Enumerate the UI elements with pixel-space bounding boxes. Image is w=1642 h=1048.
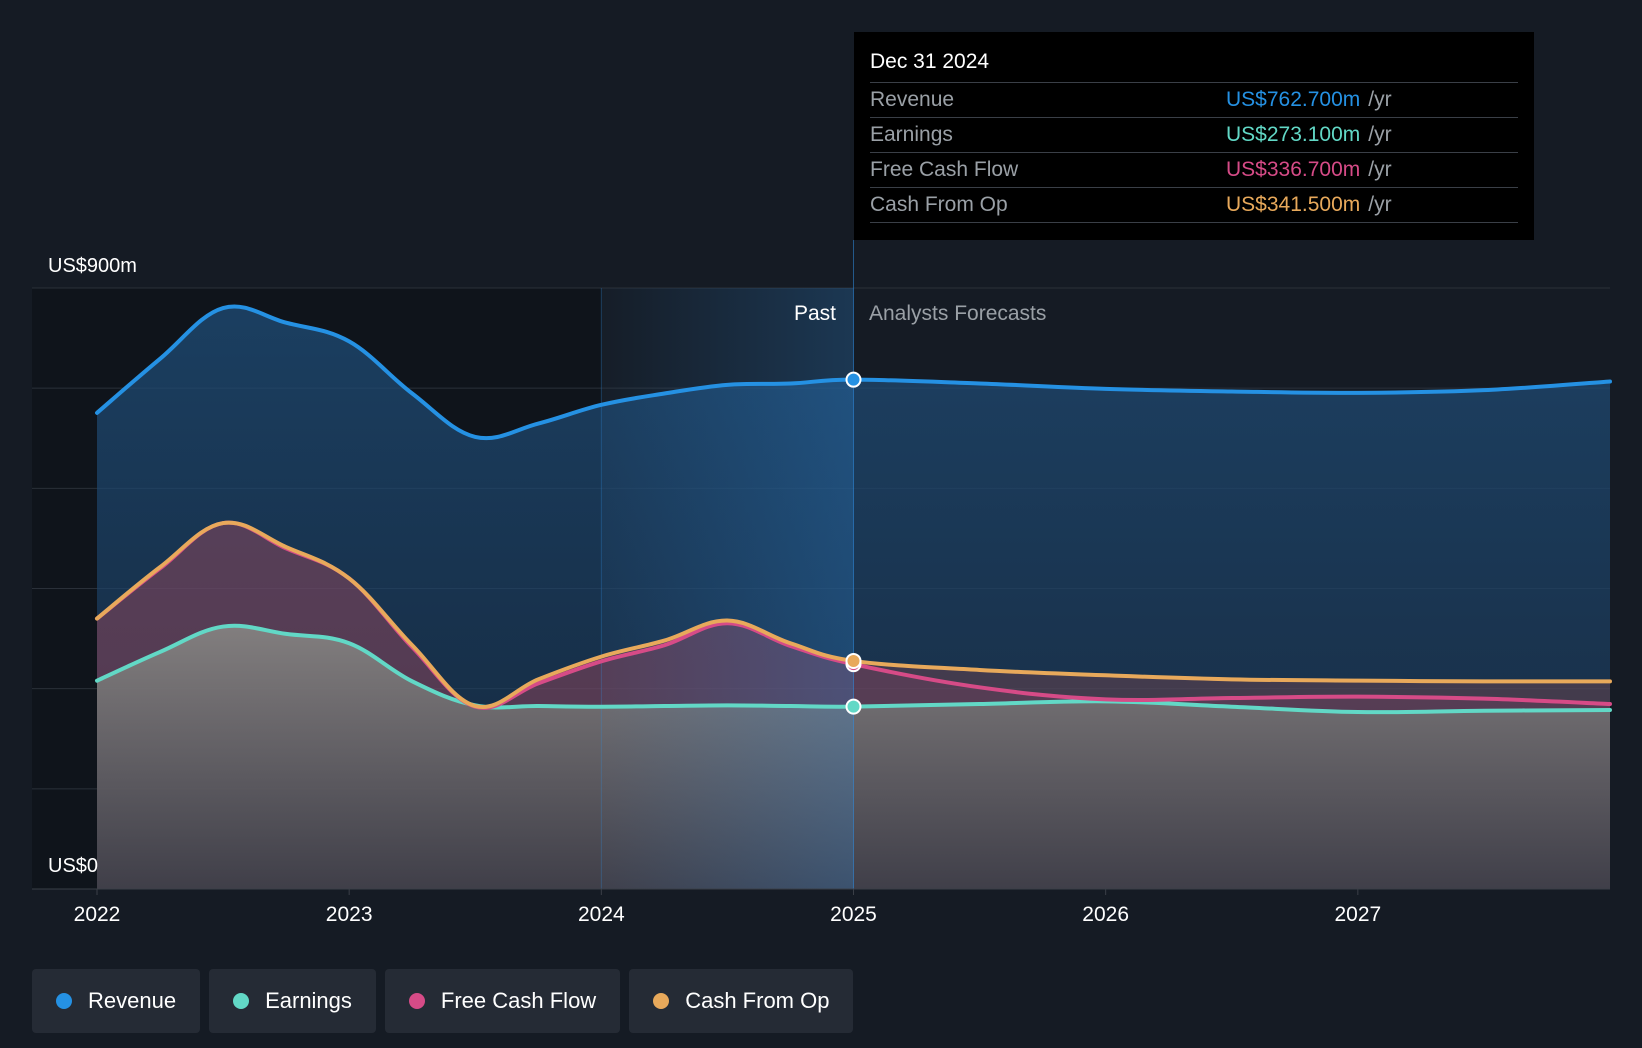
legend-label: Earnings <box>265 988 352 1013</box>
x-tick-label: 2026 <box>1082 903 1129 926</box>
tooltip-unit: /yr <box>1368 88 1392 111</box>
x-tick-label: 2022 <box>74 903 121 926</box>
marker-cash-from-op <box>845 652 862 669</box>
tooltip-row-earnings: Earnings US$273.100m /yr <box>870 118 1518 153</box>
x-axis-ticks: 2022 2023 2024 2025 2026 2027 <box>74 889 1381 926</box>
legend-label: Free Cash Flow <box>440 988 597 1013</box>
tooltip-unit: /yr <box>1368 158 1392 181</box>
tooltip-label: Cash From Op <box>870 193 1008 216</box>
line-revenue <box>95 304 1612 441</box>
x-tick-label: 2023 <box>326 903 373 926</box>
legend-item-earnings[interactable]: Earnings <box>209 969 376 1033</box>
tooltip-unit: /yr <box>1368 123 1392 146</box>
past-label: Past <box>794 302 836 325</box>
marker-earnings <box>845 698 862 715</box>
hover-markers <box>845 371 862 715</box>
revenue-dot-icon <box>56 993 72 1009</box>
legend-item-free-cash-flow[interactable]: Free Cash Flow <box>384 969 621 1033</box>
y-axis-min-label: US$0 <box>48 855 98 877</box>
tooltip-row-revenue: Revenue US$762.700m /yr <box>870 83 1518 118</box>
forecast-label: Analysts Forecasts <box>869 302 1046 325</box>
x-tick-label: 2025 <box>830 903 877 926</box>
free-cash-flow-dot-icon <box>408 993 425 1009</box>
tooltip-value: US$336.700m <box>1226 158 1361 181</box>
line-earnings <box>95 623 1612 715</box>
legend-label: Revenue <box>88 988 177 1013</box>
tooltip-label: Revenue <box>870 88 955 111</box>
legend-label: Cash From Op <box>685 988 830 1013</box>
past-highlight-band <box>601 288 854 889</box>
tooltip-label: Free Cash Flow <box>870 158 1019 181</box>
earnings-dot-icon <box>233 993 250 1009</box>
tooltip-unit: /yr <box>1368 193 1392 216</box>
tooltip-value: US$762.700m <box>1226 88 1361 111</box>
tooltip-row-cash-from-op: Cash From Op US$341.500m /yr <box>870 188 1518 223</box>
y-axis-max-label: US$900m <box>48 255 137 277</box>
hover-tooltip: Dec 31 2024 Revenue US$762.700m /yr Earn… <box>854 32 1534 240</box>
tooltip-row-free-cash-flow: Free Cash Flow US$336.700m /yr <box>870 153 1518 188</box>
tooltip-label: Earnings <box>870 123 953 146</box>
line-cash-from-op <box>95 520 1612 710</box>
x-tick-label: 2024 <box>578 903 625 926</box>
tooltip-value: US$273.100m <box>1226 123 1361 146</box>
cash-from-op-dot-icon <box>653 993 670 1009</box>
chart-legend: Revenue Earnings Free Cash Flow Cash Fro… <box>32 969 854 1033</box>
series-lines <box>95 304 1612 715</box>
marker-revenue <box>845 371 862 388</box>
tooltip-value: US$341.500m <box>1226 193 1361 216</box>
legend-item-cash-from-op[interactable]: Cash From Op <box>629 969 854 1033</box>
x-tick-label: 2027 <box>1334 903 1381 926</box>
legend-item-revenue[interactable]: Revenue <box>32 969 201 1033</box>
tooltip-date: Dec 31 2024 <box>870 46 1518 83</box>
